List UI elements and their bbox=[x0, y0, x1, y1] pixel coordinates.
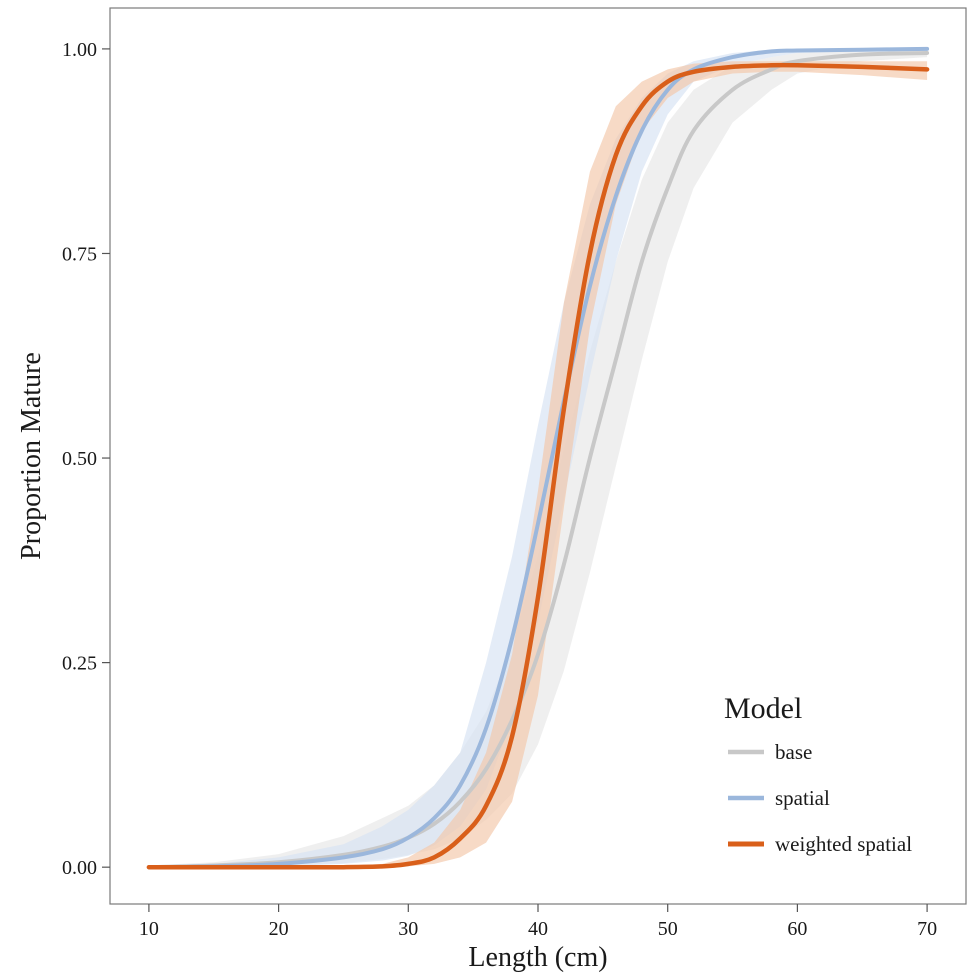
y-tick-label: 0.50 bbox=[62, 448, 97, 470]
y-tick-label: 0.25 bbox=[62, 653, 97, 675]
series-lines bbox=[146, 46, 930, 870]
y-tick-label: 0.00 bbox=[62, 857, 97, 879]
x-tick-label: 40 bbox=[528, 918, 548, 940]
line-weighted-spatial bbox=[146, 62, 930, 870]
x-axis-title: Length (cm) bbox=[468, 942, 607, 973]
legend-label-spatial: spatial bbox=[775, 786, 830, 810]
y-tick-label: 0.75 bbox=[62, 243, 97, 265]
legend-label-base: base bbox=[775, 740, 812, 764]
line-spatial bbox=[146, 46, 930, 870]
legend-label-weighted-spatial: weighted spatial bbox=[775, 832, 912, 856]
x-tick-label: 30 bbox=[398, 918, 418, 940]
x-tick-label: 70 bbox=[917, 918, 937, 940]
y-axis: 0.00 0.25 0.50 0.75 1.00 bbox=[62, 39, 110, 879]
y-tick-label: 1.00 bbox=[62, 39, 97, 61]
legend: Model base spatial weighted spatial bbox=[724, 692, 912, 856]
x-tick-label: 10 bbox=[139, 918, 159, 940]
x-tick-label: 20 bbox=[269, 918, 289, 940]
confidence-bands bbox=[148, 48, 928, 868]
x-tick-label: 50 bbox=[658, 918, 678, 940]
legend-title: Model bbox=[724, 692, 802, 725]
line-base bbox=[146, 51, 930, 870]
x-axis: 10 20 30 40 50 60 70 bbox=[139, 904, 937, 940]
band-spatial bbox=[148, 48, 928, 868]
band-base bbox=[148, 48, 928, 868]
x-tick-label: 60 bbox=[787, 918, 807, 940]
y-axis-title: Proportion Mature bbox=[16, 352, 47, 560]
